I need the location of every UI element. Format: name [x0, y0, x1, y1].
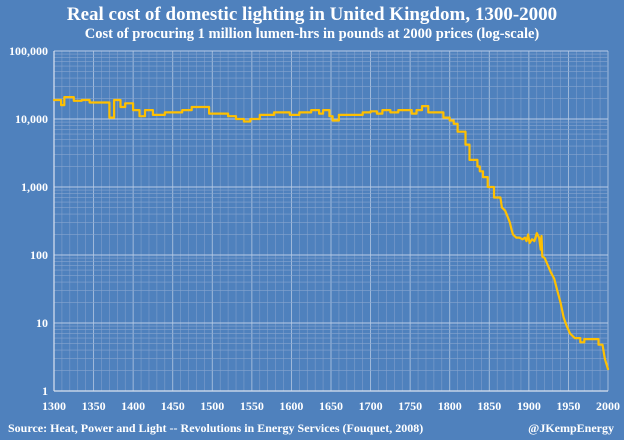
gridlines [53, 50, 609, 392]
x-tick-label: 1650 [319, 399, 343, 413]
series-line-lighting-cost [52, 95, 610, 371]
x-tick-label: 1550 [240, 399, 264, 413]
x-tick-label: 1400 [121, 399, 145, 413]
source-note: Source: Heat, Power and Light -- Revolut… [8, 421, 424, 435]
x-tick-label: 1950 [556, 399, 580, 413]
y-tick-label: 100 [30, 248, 48, 262]
x-tick-label: 1900 [517, 399, 541, 413]
y-tick-label: 100,000 [9, 44, 48, 58]
x-tick-label: 2000 [596, 399, 620, 413]
series-layer [52, 95, 610, 371]
y-tick-label: 1 [42, 384, 48, 398]
x-tick-label: 1500 [200, 399, 224, 413]
axes: 1 10 100 1,000 10,000 100,000 1300 1350 1400 1450… [9, 44, 620, 413]
x-tick-label: 1750 [398, 399, 422, 413]
x-tick-label: 1850 [477, 399, 501, 413]
x-tick-label: 1350 [82, 399, 106, 413]
chart-subtitle: Cost of procuring 1 million lumen-hrs in… [84, 26, 540, 42]
x-tick-label: 1450 [161, 399, 185, 413]
chart-title: Real cost of domestic lighting in United… [66, 4, 558, 25]
x-tick-label: 1800 [438, 399, 462, 413]
y-tick-label: 10,000 [15, 112, 48, 126]
x-tick-label: 1300 [42, 399, 66, 413]
x-tick-label: 1700 [359, 399, 383, 413]
y-tick-label: 10 [36, 316, 48, 330]
author-credit: @JKempEnergy [528, 421, 614, 435]
y-tick-label: 1,000 [21, 180, 48, 194]
x-tick-label: 1600 [279, 399, 303, 413]
